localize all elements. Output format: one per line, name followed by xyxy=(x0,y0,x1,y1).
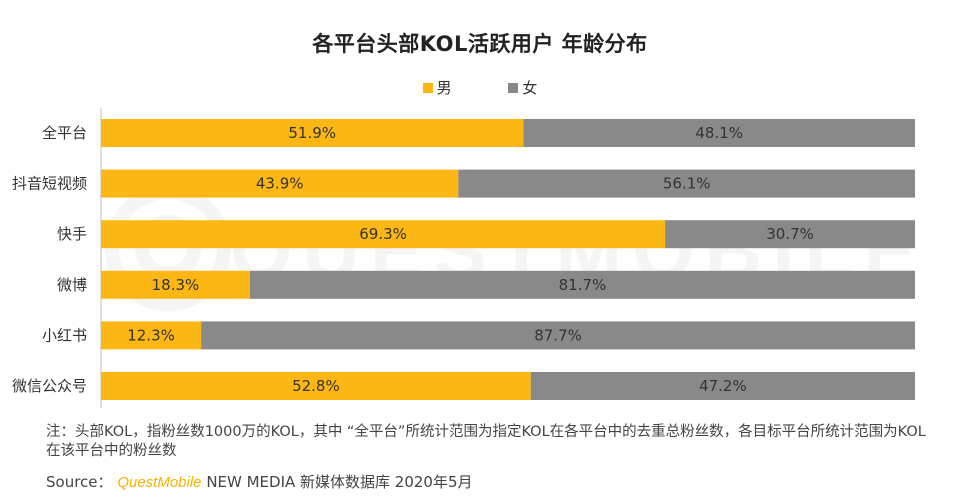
data-label: 56.1% xyxy=(663,175,711,193)
bar-segment-male xyxy=(101,321,202,350)
category-label: 抖音短视频 xyxy=(12,175,87,193)
bar-segment-male xyxy=(101,270,250,299)
data-label: 47.2% xyxy=(699,377,747,395)
legend-swatch-female xyxy=(508,82,519,93)
source-brand: QuestMobile xyxy=(117,474,202,491)
category-label: 微信公众号 xyxy=(12,377,87,395)
data-label: 51.9% xyxy=(288,124,336,142)
category-label: 快手 xyxy=(57,225,87,243)
source-rest: NEW MEDIA 新媒体数据库 2020年5月 xyxy=(206,473,473,491)
source-prefix: Source： xyxy=(46,473,113,491)
data-label: 12.3% xyxy=(127,326,175,344)
bar-segment-male xyxy=(101,119,524,147)
category-label: 全平台 xyxy=(42,124,87,142)
bar-segment-female xyxy=(530,372,915,400)
legend-item-female: 女 xyxy=(508,77,537,98)
bar-segment-female xyxy=(249,270,915,299)
data-label: 43.9% xyxy=(256,175,304,193)
bar-segment-male xyxy=(101,169,459,198)
bar-segment-female xyxy=(523,119,915,147)
data-label: 81.7% xyxy=(559,276,607,294)
bar-segment-male xyxy=(101,372,531,400)
source-line: Source： QuestMobile NEW MEDIA 新媒体数据库 202… xyxy=(46,471,473,492)
data-label: 30.7% xyxy=(766,225,814,243)
category-label: 微博 xyxy=(57,276,87,294)
data-label: 18.3% xyxy=(152,276,200,294)
legend-swatch-male xyxy=(422,82,433,93)
bar-chart: 全平台 51.9% 48.1% 抖音短视频 43.9% 56.1% 快手 69.3% 30.7%… xyxy=(12,108,915,408)
legend-label-female: 女 xyxy=(522,79,538,97)
data-label: 87.7% xyxy=(534,326,582,344)
bar-segment-female xyxy=(201,321,915,350)
bar-segment-female xyxy=(665,220,915,249)
legend: 男 女 xyxy=(0,77,960,98)
bar-segment-male xyxy=(101,220,666,249)
data-label: 52.8% xyxy=(292,377,340,395)
legend-label-male: 男 xyxy=(436,79,452,97)
data-label: 48.1% xyxy=(695,124,743,142)
chart-title: 各平台头部KOL活跃用户 年龄分布 xyxy=(312,32,648,56)
data-label: 69.3% xyxy=(359,225,407,243)
legend-item-male: 男 xyxy=(422,77,452,98)
category-label: 小红书 xyxy=(42,326,87,344)
bar-segment-female xyxy=(458,169,915,198)
footnote: 注：头部KOL，指粉丝数1000万的KOL，其中 “全平台”所统计范围为指定KO… xyxy=(46,424,926,459)
